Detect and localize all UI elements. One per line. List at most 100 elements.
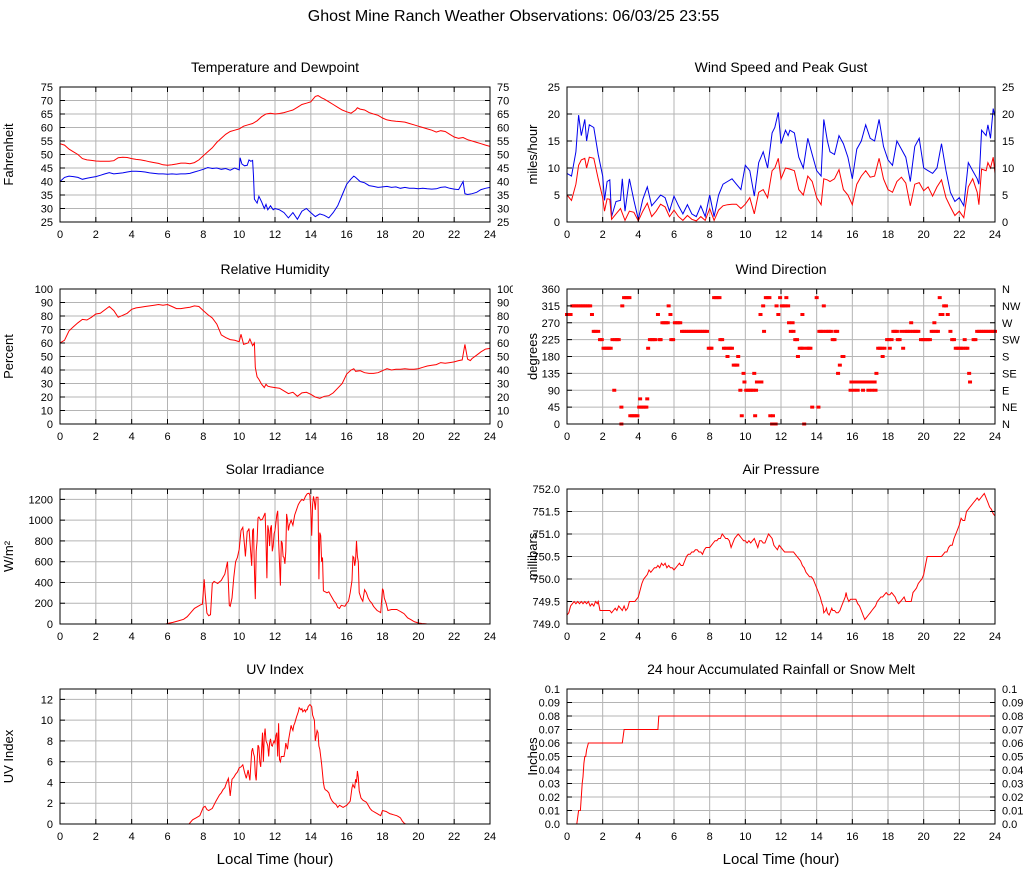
svg-text:60: 60 xyxy=(41,338,53,350)
svg-text:1200: 1200 xyxy=(29,494,53,506)
svg-text:0.09: 0.09 xyxy=(539,698,560,710)
svg-text:Wind Direction: Wind Direction xyxy=(735,261,826,277)
svg-text:90: 90 xyxy=(41,298,53,310)
svg-text:60: 60 xyxy=(497,338,509,350)
svg-text:4: 4 xyxy=(635,631,641,643)
svg-text:degrees: degrees xyxy=(525,333,540,380)
svg-text:8: 8 xyxy=(707,229,713,241)
svg-text:14: 14 xyxy=(811,431,823,443)
chart-relative-humidity: 0 0 10 10 20 20 30 30 40 40 50 50 60 60 70 70 80 80 90 90 10… xyxy=(0,252,513,454)
svg-text:6: 6 xyxy=(47,757,53,769)
svg-text:2: 2 xyxy=(47,798,53,810)
svg-text:0.04: 0.04 xyxy=(539,765,560,777)
svg-text:6: 6 xyxy=(164,229,170,241)
svg-text:22: 22 xyxy=(953,831,965,843)
chart-uv-index: 0 2 4 6 8 10 12 0 2 4 6 8 10 12 14 16 18 20 22 24 UV Index UV… xyxy=(0,652,513,878)
svg-text:4: 4 xyxy=(129,631,135,643)
svg-text:0.02: 0.02 xyxy=(539,792,560,804)
svg-text:0: 0 xyxy=(57,229,63,241)
svg-text:NW: NW xyxy=(1002,301,1021,313)
svg-text:6: 6 xyxy=(164,831,170,843)
svg-text:20: 20 xyxy=(1002,109,1014,121)
svg-text:Local Time (hour): Local Time (hour) xyxy=(217,851,334,868)
svg-text:18: 18 xyxy=(376,431,388,443)
svg-text:0.09: 0.09 xyxy=(1002,698,1023,710)
svg-text:749.0: 749.0 xyxy=(532,619,560,631)
svg-text:24: 24 xyxy=(484,831,496,843)
svg-text:0.03: 0.03 xyxy=(539,779,560,791)
svg-text:10: 10 xyxy=(41,715,53,727)
svg-text:8: 8 xyxy=(200,431,206,443)
svg-text:12: 12 xyxy=(269,229,281,241)
svg-text:10: 10 xyxy=(739,831,751,843)
svg-text:4: 4 xyxy=(635,229,641,241)
svg-text:40: 40 xyxy=(497,365,509,377)
svg-text:millibars: millibars xyxy=(525,532,540,580)
svg-text:0.01: 0.01 xyxy=(1002,806,1023,818)
svg-text:22: 22 xyxy=(448,229,460,241)
svg-text:2: 2 xyxy=(600,229,606,241)
svg-text:22: 22 xyxy=(953,229,965,241)
svg-text:0.05: 0.05 xyxy=(1002,752,1023,764)
svg-text:SE: SE xyxy=(1002,368,1017,380)
svg-text:UV Index: UV Index xyxy=(1,729,16,783)
svg-text:45: 45 xyxy=(497,163,509,175)
svg-text:16: 16 xyxy=(846,431,858,443)
svg-text:0: 0 xyxy=(47,819,53,831)
svg-text:NE: NE xyxy=(1002,402,1017,414)
svg-text:24: 24 xyxy=(989,831,1001,843)
svg-text:20: 20 xyxy=(918,831,930,843)
svg-text:24: 24 xyxy=(484,631,496,643)
svg-text:60: 60 xyxy=(497,123,509,135)
svg-text:5: 5 xyxy=(1002,190,1008,202)
svg-text:22: 22 xyxy=(953,431,965,443)
svg-text:4: 4 xyxy=(129,229,135,241)
svg-text:315: 315 xyxy=(542,301,560,313)
svg-text:6: 6 xyxy=(671,431,677,443)
svg-text:16: 16 xyxy=(341,229,353,241)
svg-text:4: 4 xyxy=(47,777,53,789)
svg-text:24: 24 xyxy=(989,631,1001,643)
svg-text:30: 30 xyxy=(41,379,53,391)
svg-text:40: 40 xyxy=(41,365,53,377)
svg-text:0: 0 xyxy=(564,831,570,843)
svg-text:16: 16 xyxy=(341,631,353,643)
svg-text:20: 20 xyxy=(412,831,424,843)
svg-text:24: 24 xyxy=(484,431,496,443)
svg-text:225: 225 xyxy=(542,335,560,347)
svg-text:20: 20 xyxy=(918,431,930,443)
svg-text:18: 18 xyxy=(376,831,388,843)
svg-text:10: 10 xyxy=(739,431,751,443)
svg-text:10: 10 xyxy=(233,229,245,241)
svg-text:0: 0 xyxy=(1002,217,1008,229)
svg-text:15: 15 xyxy=(548,136,560,148)
svg-text:70: 70 xyxy=(497,96,509,108)
svg-text:18: 18 xyxy=(882,831,894,843)
svg-text:18: 18 xyxy=(376,229,388,241)
svg-text:100: 100 xyxy=(497,284,513,296)
svg-text:0.1: 0.1 xyxy=(545,684,560,696)
svg-text:Inches: Inches xyxy=(525,737,540,776)
svg-text:80: 80 xyxy=(41,311,53,323)
chart-solar-irradiance: 0 200 400 600 800 1000 1200 0 2 4 6 8 10 12 14 16 18 20 22… xyxy=(0,452,513,654)
svg-text:10: 10 xyxy=(739,631,751,643)
svg-text:0.1: 0.1 xyxy=(1002,684,1017,696)
svg-text:0: 0 xyxy=(47,419,53,431)
svg-text:35: 35 xyxy=(497,190,509,202)
svg-text:70: 70 xyxy=(41,96,53,108)
svg-text:135: 135 xyxy=(542,368,560,380)
svg-text:6: 6 xyxy=(671,229,677,241)
svg-text:0.06: 0.06 xyxy=(1002,738,1023,750)
svg-text:Relative Humidity: Relative Humidity xyxy=(221,261,330,277)
svg-text:22: 22 xyxy=(448,831,460,843)
svg-text:0: 0 xyxy=(554,419,560,431)
svg-text:8: 8 xyxy=(707,431,713,443)
svg-text:16: 16 xyxy=(341,431,353,443)
svg-text:25: 25 xyxy=(497,217,509,229)
svg-text:24: 24 xyxy=(989,431,1001,443)
svg-text:12: 12 xyxy=(269,431,281,443)
svg-text:0.06: 0.06 xyxy=(539,738,560,750)
svg-text:18: 18 xyxy=(882,229,894,241)
svg-text:N: N xyxy=(1002,419,1010,431)
svg-text:14: 14 xyxy=(305,229,317,241)
